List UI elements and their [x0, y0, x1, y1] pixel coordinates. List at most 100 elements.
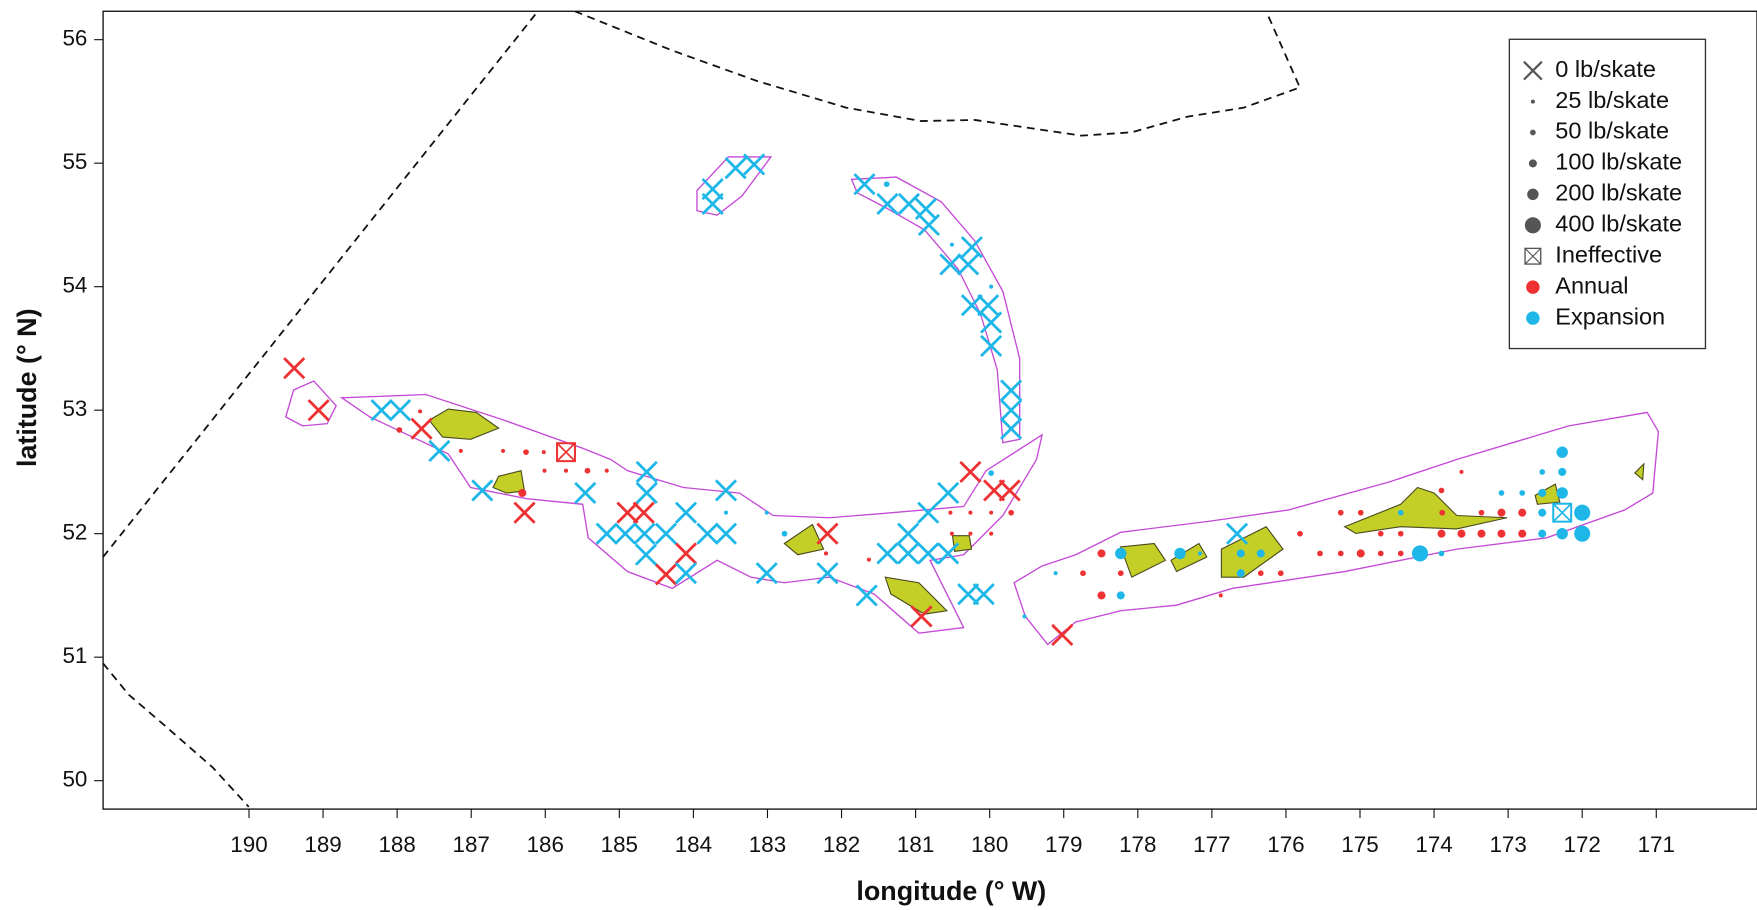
- catch-dot: [1236, 549, 1245, 558]
- catch-dot: [1556, 446, 1568, 458]
- ineffective-box: [1552, 502, 1573, 523]
- catch-dot: [1438, 487, 1445, 494]
- legend-symbol: [1526, 311, 1540, 325]
- zero-catch-marker: [714, 479, 738, 502]
- legend-symbol: [1530, 99, 1535, 104]
- zero-catch-marker: [855, 584, 878, 607]
- y-tick-label: 51: [62, 643, 87, 668]
- catch-dot: [989, 531, 994, 536]
- x-tick-label: 178: [1119, 832, 1156, 857]
- island: [1119, 542, 1167, 578]
- legend-symbol: [1526, 280, 1540, 294]
- catch-dot: [1236, 569, 1245, 578]
- catch-dot: [1377, 550, 1384, 557]
- catch-dot: [1497, 529, 1506, 538]
- catch-dot: [1519, 490, 1526, 496]
- catch-dot: [501, 448, 506, 453]
- catch-dot: [1356, 549, 1365, 558]
- legend-label: Expansion: [1555, 303, 1665, 329]
- basemap: [103, 11, 1660, 808]
- catch-dot: [1053, 571, 1058, 576]
- zero-catch-marker: [674, 562, 698, 585]
- x-tick-label: 189: [304, 832, 341, 857]
- legend-label: 200 lb/skate: [1555, 180, 1682, 206]
- island: [783, 523, 825, 556]
- zero-catch-marker: [1051, 623, 1074, 647]
- ineffective-marker: [1552, 502, 1573, 523]
- catch-dot: [968, 531, 973, 536]
- zero-catch-marker: [917, 213, 941, 237]
- zero-catch-marker: [816, 522, 839, 545]
- legend-label: 100 lb/skate: [1555, 149, 1682, 175]
- catch-dot: [883, 181, 890, 188]
- depth-contour: [850, 176, 1021, 444]
- y-tick-label: 55: [62, 149, 87, 174]
- zero-catch-marker: [714, 522, 738, 545]
- catch-dot: [604, 468, 609, 473]
- catch-dot: [1097, 591, 1106, 600]
- zero-catch-marker: [1000, 379, 1023, 402]
- catch-dot: [968, 510, 973, 515]
- catch-dot: [781, 530, 788, 537]
- legend-label: 400 lb/skate: [1555, 211, 1682, 237]
- zero-catch-marker: [937, 481, 960, 504]
- ineffective-cross: [1552, 503, 1572, 523]
- catch-dot: [1097, 549, 1106, 558]
- catch-dot: [418, 409, 423, 414]
- catch-dot: [1174, 547, 1186, 560]
- catch-dot: [949, 242, 954, 247]
- island: [884, 576, 949, 615]
- catch-dot: [1556, 527, 1568, 540]
- catch-dot: [1498, 490, 1505, 496]
- zero-catch-marker: [616, 501, 639, 524]
- catch-dot: [1478, 509, 1485, 516]
- catch-dot: [1518, 508, 1527, 517]
- zero-catch-marker: [635, 481, 658, 504]
- catch-dot: [396, 427, 403, 433]
- catch-dot: [1337, 550, 1344, 557]
- catch-dot: [723, 510, 729, 515]
- zero-catch-marker: [614, 522, 637, 545]
- catch-dot: [948, 510, 953, 515]
- catch-dot: [1397, 530, 1404, 537]
- catch-dot: [1218, 593, 1223, 598]
- catch-dot: [988, 470, 995, 477]
- catch-dot: [1437, 529, 1446, 538]
- zero-catch-marker: [654, 522, 678, 545]
- y-tick-label: 54: [62, 273, 87, 298]
- zero-catch-marker: [410, 417, 433, 440]
- x-tick-label: 188: [378, 832, 415, 857]
- zero-catch-marker: [674, 542, 698, 565]
- depth-contour: [284, 380, 337, 427]
- depth-contour: [1013, 411, 1660, 646]
- x-tick-label: 181: [897, 832, 934, 857]
- x-tick-label: 177: [1193, 832, 1230, 857]
- boundary-line: [103, 11, 539, 558]
- zero-catch-marker: [960, 236, 983, 259]
- catch-dot: [1116, 591, 1125, 600]
- y-axis-title: latitude (° N): [12, 308, 42, 467]
- catch-dot: [949, 531, 954, 536]
- zero-catch-marker: [960, 294, 983, 317]
- ineffective-marker: [556, 442, 576, 463]
- x-tick-label: 172: [1564, 832, 1601, 857]
- zero-catch-marker: [917, 501, 940, 524]
- catch-dot: [541, 450, 546, 455]
- catch-dot: [1538, 508, 1547, 517]
- legend-symbol: [1524, 247, 1542, 265]
- catch-dot: [1117, 570, 1124, 577]
- zero-catch-marker: [980, 311, 1003, 334]
- x-tick-label: 187: [453, 832, 490, 857]
- catch-dot: [1377, 530, 1384, 537]
- catch-dot: [1080, 570, 1086, 577]
- catch-dot: [518, 488, 527, 497]
- island: [428, 408, 500, 440]
- legend-symbol: [1527, 188, 1539, 201]
- zero-catch-marker: [876, 192, 899, 216]
- catch-dot: [1518, 529, 1527, 538]
- zero-catch-marker: [917, 542, 940, 565]
- catch-dot: [1574, 525, 1591, 542]
- zero-catch-marker: [674, 501, 698, 524]
- legend-label: Ineffective: [1555, 241, 1662, 267]
- x-tick-label: 174: [1415, 832, 1452, 857]
